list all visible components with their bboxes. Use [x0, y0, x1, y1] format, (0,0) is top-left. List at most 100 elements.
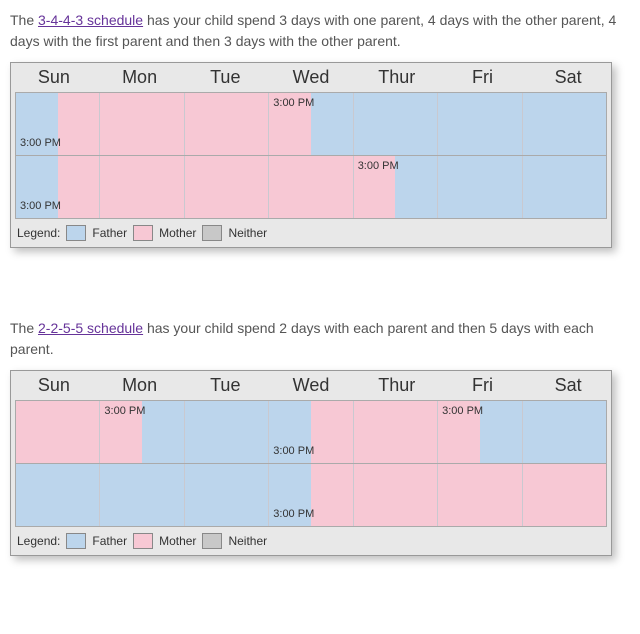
cell-half	[58, 156, 100, 218]
legend-swatch-mother	[133, 225, 153, 241]
calendar-cell	[268, 156, 352, 218]
cell-half	[523, 464, 565, 526]
legend: Legend:FatherMotherNeither	[11, 219, 611, 247]
day-header: Sun	[11, 371, 97, 400]
calendar-cell: 3:00 PM	[99, 401, 183, 463]
cell-half	[227, 464, 269, 526]
cell-half	[142, 464, 184, 526]
calendar-header: SunMonTueWedThurFriSat	[11, 63, 611, 92]
cell-half	[227, 93, 269, 155]
cell-half	[100, 156, 142, 218]
cell-half	[395, 464, 437, 526]
calendar-cell	[353, 401, 437, 463]
schedule-3443-intro: The 3-4-4-3 schedule has your child spen…	[10, 10, 630, 52]
cell-half	[185, 401, 227, 463]
day-header: Sat	[525, 63, 611, 92]
time-label: 3:00 PM	[20, 137, 61, 149]
cell-half	[100, 93, 142, 155]
time-label: 3:00 PM	[273, 445, 314, 457]
cell-half	[58, 93, 100, 155]
cell-half	[480, 156, 522, 218]
time-label: 3:00 PM	[358, 160, 399, 172]
time-label: 3:00 PM	[104, 405, 145, 417]
legend-mother: Mother	[159, 534, 196, 548]
time-label: 3:00 PM	[273, 97, 314, 109]
calendar-cell	[522, 156, 606, 218]
cell-half	[354, 401, 396, 463]
cell-half	[227, 156, 269, 218]
calendar-cell: 3:00 PM	[437, 401, 521, 463]
legend-swatch-father	[66, 533, 86, 549]
legend-swatch-father	[66, 225, 86, 241]
cell-half	[16, 401, 58, 463]
cell-half	[142, 156, 184, 218]
cell-half	[480, 401, 522, 463]
cell-half	[395, 156, 437, 218]
calendar-cell	[184, 401, 268, 463]
day-header: Thur	[354, 63, 440, 92]
cell-half	[142, 93, 184, 155]
legend-label: Legend:	[17, 534, 60, 548]
day-header: Tue	[182, 63, 268, 92]
calendar-cell	[522, 401, 606, 463]
calendar-cell: 3:00 PM	[268, 93, 352, 155]
legend: Legend:FatherMotherNeither	[11, 527, 611, 555]
calendar-header: SunMonTueWedThurFriSat	[11, 371, 611, 400]
cell-half	[438, 464, 480, 526]
cell-half	[311, 156, 353, 218]
cell-half	[185, 93, 227, 155]
schedule-3443-calendar: SunMonTueWedThurFriSat 3:00 PM 3:00 PM 3:00…	[10, 62, 612, 248]
calendar-cell	[522, 464, 606, 526]
day-header: Sun	[11, 63, 97, 92]
calendar-row: 3:00 PM	[16, 463, 606, 526]
calendar-cell	[99, 156, 183, 218]
calendar-cell: 3:00 PM	[353, 156, 437, 218]
calendar-cell	[184, 93, 268, 155]
day-header: Fri	[440, 371, 526, 400]
calendar-cell	[437, 156, 521, 218]
cell-half	[185, 156, 227, 218]
calendar-cell: 3:00 PM	[268, 464, 352, 526]
legend-neither: Neither	[228, 226, 267, 240]
cell-half	[16, 464, 58, 526]
schedule-3443-link[interactable]: 3-4-4-3 schedule	[38, 12, 143, 28]
legend-swatch-neither	[202, 225, 222, 241]
calendar-cell	[16, 401, 99, 463]
cell-half	[142, 401, 184, 463]
legend-swatch-neither	[202, 533, 222, 549]
day-header: Wed	[268, 63, 354, 92]
schedule-2255-link[interactable]: 2-2-5-5 schedule	[38, 320, 143, 336]
cell-half	[354, 464, 396, 526]
schedule-2255-calendar: SunMonTueWedThurFriSat3:00 PM3:00 PM3:00…	[10, 370, 612, 556]
day-header: Wed	[268, 371, 354, 400]
cell-half	[311, 401, 353, 463]
calendar-cell: 3:00 PM	[16, 93, 99, 155]
calendar-body: 3:00 PM 3:00 PM 3:00 PM 3:00 PM	[15, 400, 607, 527]
schedule-2255-intro: The 2-2-5-5 schedule has your child spen…	[10, 318, 630, 360]
day-header: Mon	[97, 63, 183, 92]
cell-half	[480, 464, 522, 526]
cell-half	[185, 464, 227, 526]
cell-half	[564, 93, 606, 155]
calendar-cell	[16, 464, 99, 526]
day-header: Fri	[440, 63, 526, 92]
cell-half	[523, 93, 565, 155]
time-label: 3:00 PM	[20, 200, 61, 212]
legend-father: Father	[92, 534, 127, 548]
calendar-row: 3:00 PM 3:00 PM 3:00 PM	[16, 401, 606, 463]
calendar-cell	[522, 93, 606, 155]
calendar-cell	[437, 93, 521, 155]
day-header: Tue	[182, 371, 268, 400]
calendar-cell	[99, 464, 183, 526]
calendar-cell	[353, 464, 437, 526]
legend-mother: Mother	[159, 226, 196, 240]
legend-father: Father	[92, 226, 127, 240]
cell-half	[564, 464, 606, 526]
day-header: Sat	[525, 371, 611, 400]
cell-half	[395, 401, 437, 463]
cell-half	[354, 93, 396, 155]
time-label: 3:00 PM	[442, 405, 483, 417]
cell-half	[438, 93, 480, 155]
time-label: 3:00 PM	[273, 508, 314, 520]
calendar-cell	[184, 156, 268, 218]
